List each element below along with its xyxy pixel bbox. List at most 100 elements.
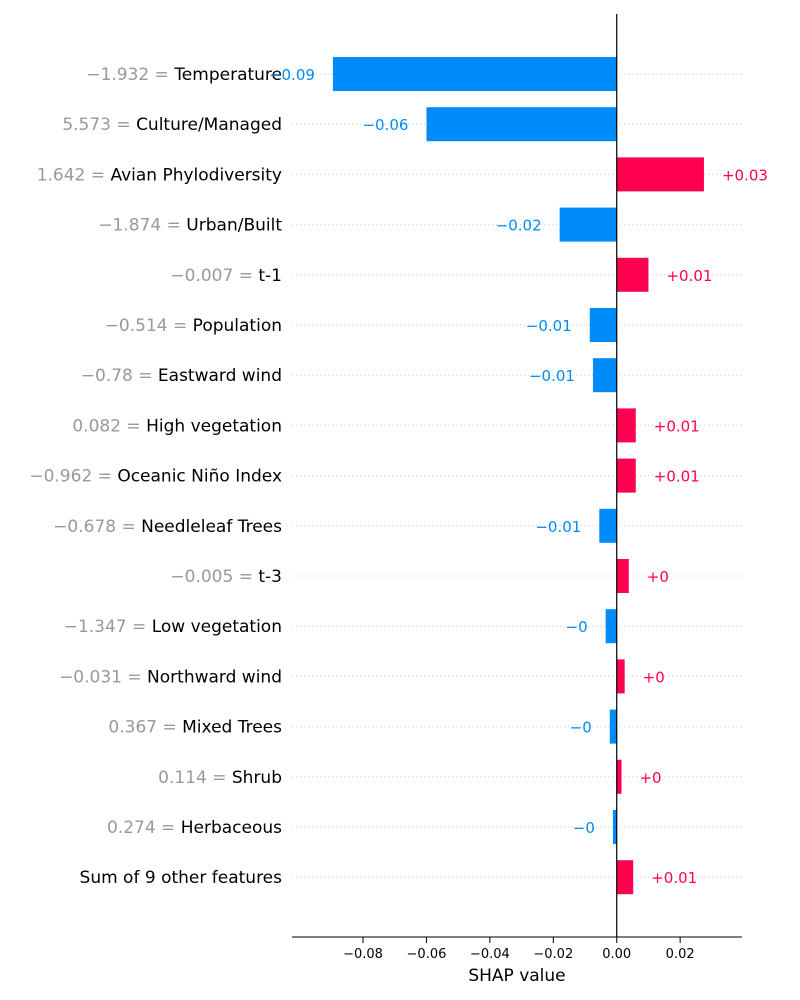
feature-row: −0.005 = t-3 +0 [170,559,742,593]
feature-row: −1.932 = Temperature−0.09 [86,57,742,91]
feature-label: −0.78 = Eastward wind [81,366,282,386]
x-tick-label: 0.00 [602,947,631,962]
negative-bar [559,207,617,242]
bar-value-label: −0.06 [362,116,408,134]
positive-bar [616,659,625,694]
bar-value-label: +0.03 [722,166,768,184]
feature-name: Avian Phylodiversity [110,165,282,185]
feature-value: 1.642 [37,165,86,185]
negative-bar [612,810,617,844]
negative-bar [599,508,617,543]
feature-name: Shrub [232,768,282,788]
feature-label: −0.005 = t-3 [170,567,282,587]
bar-value-label: +0 [639,769,661,787]
feature-value: −0.005 [170,567,233,587]
feature-label: −0.514 = Population [105,316,282,336]
negative-bar [609,709,617,744]
equals-sign: = [156,818,181,838]
bar-value-label: −0.09 [269,66,315,84]
equals-sign: = [122,667,147,687]
feature-value: −0.514 [105,316,168,336]
equals-sign: = [111,115,136,135]
bar-value-label: −0.01 [529,367,575,385]
negative-bar [589,308,617,342]
negative-bar [426,107,617,142]
equals-sign: = [233,266,258,286]
bar-value-label: −0.01 [535,518,581,536]
equals-sign: = [85,165,110,185]
positive-bar [616,157,704,192]
equals-sign: = [161,216,186,236]
feature-name: Mixed Trees [182,718,282,738]
bar-value-label: +0.01 [666,267,712,285]
feature-row: Sum of 9 other features +0.01 [80,860,742,895]
feature-value: 5.573 [62,115,111,135]
feature-name: Eastward wind [158,366,282,386]
feature-name: Low vegetation [152,617,282,637]
feature-label: 1.642 = Avian Phylodiversity [37,165,282,185]
feature-value: −1.874 [98,216,161,236]
feature-label: Sum of 9 other features [80,868,283,888]
feature-row: −0.962 = Oceanic Niño Index +0.01 [29,458,742,493]
x-tick-label: −0.06 [407,947,447,962]
x-axis: −0.08 −0.06 −0.04 −0.02 0.00 0.02 SHAP value [292,936,742,986]
equals-sign: = [116,517,141,537]
positive-bar [616,458,636,493]
feature-name: Needleleaf Trees [141,517,282,537]
x-ticks: −0.08 −0.06 −0.04 −0.02 0.00 0.02 [343,937,695,962]
x-axis-label: SHAP value [468,966,565,986]
feature-label: −1.347 = Low vegetation [64,617,282,637]
positive-bar [616,860,634,895]
equals-sign: = [121,416,146,436]
bar-value-label: −0 [566,618,588,636]
feature-row: 5.573 = Culture/Managed −0.06 [62,107,742,142]
x-tick-label: −0.08 [343,947,383,962]
feature-name: Herbaceous [181,818,282,838]
bar-value-label: +0.01 [654,417,700,435]
feature-value: 0.274 [107,818,156,838]
feature-label: −1.874 = Urban/Built [98,216,282,236]
bar-value-label: −0.02 [496,217,542,235]
feature-row: 0.367 = Mixed Trees −0 [108,709,742,744]
positive-bar [616,257,649,292]
feature-label: −0.007 = t-1 [170,266,282,286]
bar-value-label: −0 [573,819,595,837]
bar-value-label: +0.01 [651,869,697,887]
feature-label: −0.678 = Needleleaf Trees [53,517,282,537]
equals-sign: = [157,718,182,738]
feature-row: −0.78 = Eastward wind −0.01 [81,358,742,393]
feature-name: Temperature [173,65,282,85]
x-tick-label: 0.02 [666,947,695,962]
feature-row: 1.642 = Avian Phylodiversity +0.03 [37,157,768,192]
positive-bar [616,759,622,794]
equals-sign: = [168,316,193,336]
equals-sign: = [92,467,117,487]
feature-label: −0.962 = Oceanic Niño Index [29,467,282,487]
feature-name: t-1 [258,266,282,286]
bar-value-label: −0 [570,719,592,737]
feature-label: 5.573 = Culture/Managed [62,115,282,135]
equals-sign: = [149,65,174,85]
feature-name: High vegetation [146,416,282,436]
chart-rows: −1.932 = Temperature−0.09 5.573 = Culture… [29,57,768,895]
equals-sign: = [233,567,258,587]
feature-value: 0.114 [158,768,207,788]
feature-name: Population [193,316,282,336]
feature-value: 0.367 [108,718,157,738]
bar-value-label: +0 [643,668,665,686]
feature-row: −1.874 = Urban/Built −0.02 [98,207,742,242]
feature-label: −1.932 = Temperature [86,65,282,85]
feature-value: −0.678 [53,517,116,537]
feature-label: −0.031 = Northward wind [59,667,282,687]
feature-row: −0.031 = Northward wind +0 [59,659,742,694]
positive-bar [616,559,629,593]
feature-name: t-3 [258,567,282,587]
x-tick-label: −0.04 [470,947,510,962]
feature-row: 0.274 = Herbaceous −0 [107,810,742,844]
feature-row: −1.347 = Low vegetation −0 [64,609,742,644]
bar-value-label: −0.01 [526,317,572,335]
feature-value: −0.962 [29,467,92,487]
feature-value: −1.932 [86,65,149,85]
bar-value-label: +0.01 [654,468,700,486]
feature-row: 0.082 = High vegetation +0.01 [72,408,742,443]
